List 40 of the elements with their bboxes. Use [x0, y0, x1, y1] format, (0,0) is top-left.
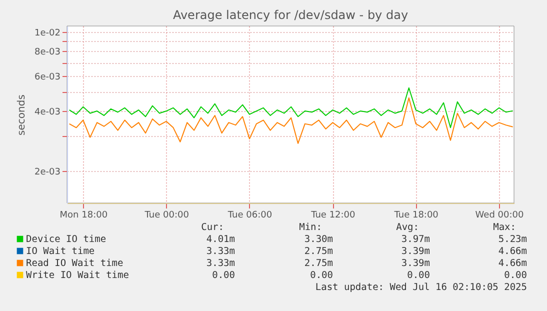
line-series [68, 97, 514, 144]
y-tick-label: 6e-03 [34, 72, 60, 82]
text: 3.39m [401, 246, 430, 257]
y-axis-title: seconds [16, 94, 28, 136]
text: 0.00 [407, 270, 430, 281]
x-tick-label: Wed 00:00 [475, 210, 524, 220]
text: 2.75m [304, 246, 334, 257]
x-tick-label: Tue 12:00 [310, 210, 356, 220]
line-series [68, 87, 514, 128]
text: Avg: [396, 222, 419, 233]
legend-label: IO Wait time [26, 246, 95, 257]
text: 3.33m [206, 258, 236, 269]
legend-label: Read IO Wait time [26, 258, 124, 269]
text: 2.75m [304, 258, 334, 269]
text: 4.01m [206, 234, 236, 245]
y-tick-label: 2e-03 [34, 167, 60, 178]
text: 0.00 [212, 270, 236, 281]
chart-title: Average latency for /dev/sdaw - by day [172, 8, 408, 22]
text: 3.39m [401, 258, 430, 269]
text: 3.33m [206, 246, 236, 257]
text: 0.00 [504, 270, 528, 281]
text: 3.30m [304, 234, 334, 245]
text: 4.66m [498, 258, 528, 269]
text: 3.97m [401, 234, 430, 245]
text: 4.66m [498, 246, 528, 257]
x-tick-label: Tue 06:00 [226, 210, 272, 220]
y-tick-label: 1e-02 [34, 28, 60, 38]
legend-label: Device IO time [26, 234, 106, 245]
x-tick-label: Tue 00:00 [144, 210, 190, 220]
text: Last update: Wed Jul 16 02:10:05 2025 [315, 282, 527, 293]
text: Min: [299, 222, 322, 233]
x-tick-label: Tue 18:00 [393, 210, 439, 220]
text: 5.23m [498, 234, 528, 245]
legend-label: Write IO Wait time [26, 270, 130, 281]
text: Cur: [201, 222, 224, 233]
text: Max: [493, 222, 516, 233]
y-tick-label: 8e-03 [34, 48, 60, 58]
y-tick-label: 4e-03 [34, 108, 60, 118]
x-tick-label: Mon 18:00 [60, 210, 108, 220]
text: 0.00 [310, 270, 334, 281]
